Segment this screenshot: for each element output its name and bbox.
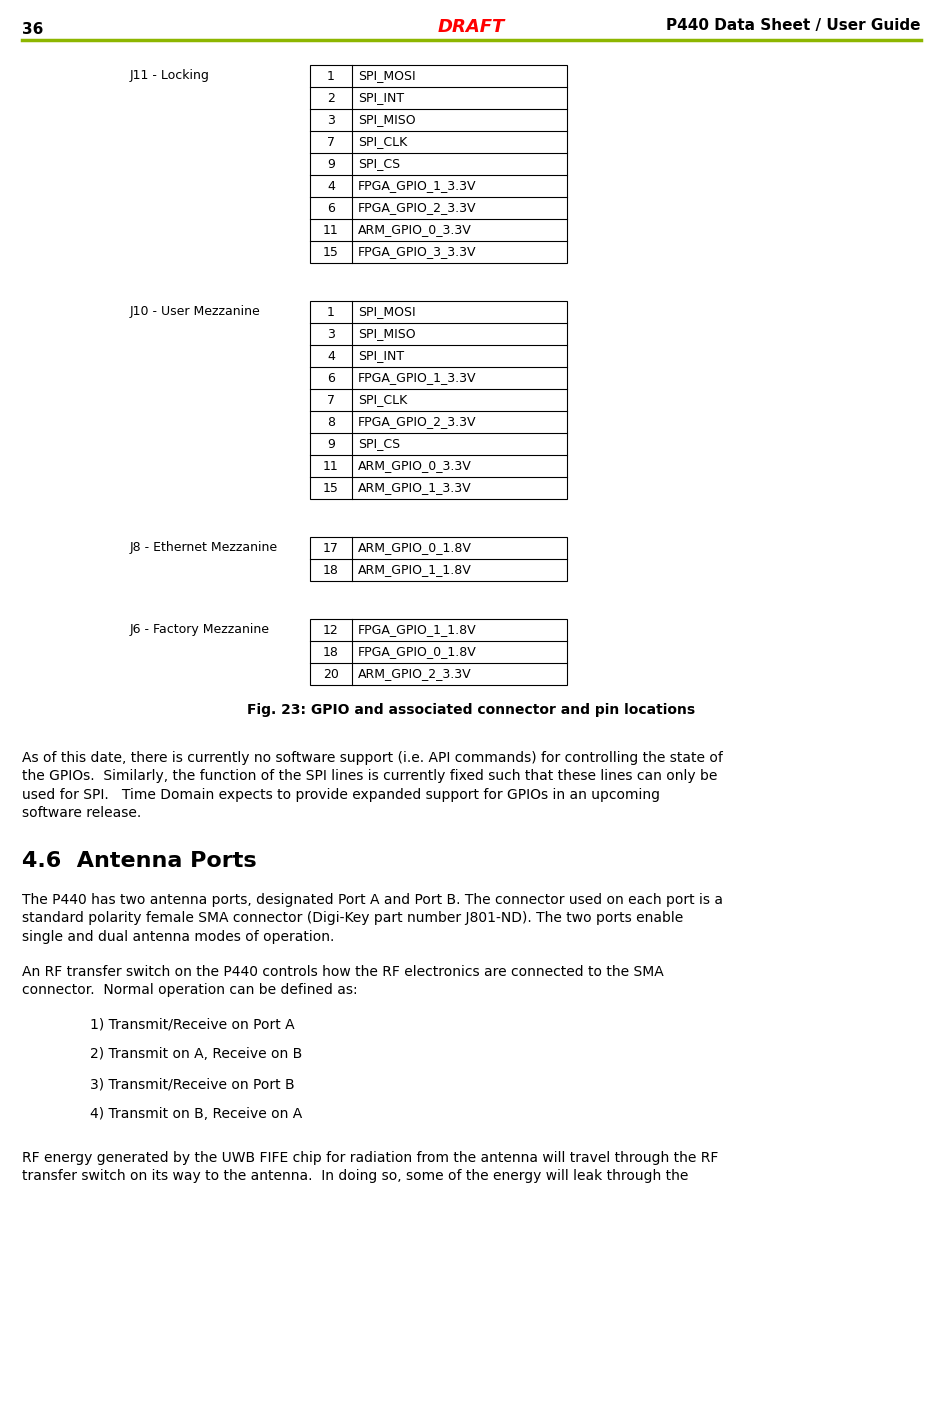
Text: SPI_CS: SPI_CS — [358, 157, 400, 170]
Text: FPGA_GPIO_2_3.3V: FPGA_GPIO_2_3.3V — [358, 201, 476, 215]
Bar — [310, 301, 567, 499]
Text: 3: 3 — [327, 327, 335, 340]
Text: 15: 15 — [323, 482, 339, 495]
Text: P440 Data Sheet / User Guide: P440 Data Sheet / User Guide — [667, 18, 921, 32]
Bar — [310, 65, 567, 263]
Text: SPI_MOSI: SPI_MOSI — [358, 305, 416, 319]
Text: 2: 2 — [327, 91, 335, 104]
Text: FPGA_GPIO_3_3.3V: FPGA_GPIO_3_3.3V — [358, 246, 476, 259]
Text: An RF transfer switch on the P440 controls how the RF electronics are connected : An RF transfer switch on the P440 contro… — [22, 965, 664, 998]
Text: As of this date, there is currently no software support (i.e. API commands) for : As of this date, there is currently no s… — [22, 752, 723, 821]
Text: 18: 18 — [323, 563, 339, 576]
Text: 6: 6 — [327, 371, 335, 385]
Text: 1: 1 — [327, 305, 335, 319]
Text: 7: 7 — [327, 393, 335, 406]
Text: ARM_GPIO_0_3.3V: ARM_GPIO_0_3.3V — [358, 223, 472, 236]
Text: 4.6  Antenna Ports: 4.6 Antenna Ports — [22, 851, 256, 871]
Text: 8: 8 — [327, 416, 335, 429]
Text: 18: 18 — [323, 645, 339, 659]
Text: 6: 6 — [327, 201, 335, 215]
Text: 11: 11 — [323, 459, 339, 472]
Text: 9: 9 — [327, 437, 335, 451]
Text: 4: 4 — [327, 350, 335, 362]
Text: SPI_CS: SPI_CS — [358, 437, 400, 451]
Text: 1: 1 — [327, 69, 335, 83]
Text: ARM_GPIO_1_3.3V: ARM_GPIO_1_3.3V — [358, 482, 472, 495]
Text: 15: 15 — [323, 246, 339, 259]
Text: SPI_INT: SPI_INT — [358, 350, 405, 362]
Text: 20: 20 — [323, 667, 339, 680]
Text: J11 - Locking: J11 - Locking — [130, 69, 210, 83]
Bar — [310, 537, 567, 582]
Text: SPI_INT: SPI_INT — [358, 91, 405, 104]
Text: FPGA_GPIO_1_3.3V: FPGA_GPIO_1_3.3V — [358, 371, 476, 385]
Text: 2) Transmit on A, Receive on B: 2) Transmit on A, Receive on B — [90, 1047, 303, 1061]
Text: FPGA_GPIO_2_3.3V: FPGA_GPIO_2_3.3V — [358, 416, 476, 429]
Text: The P440 has two antenna ports, designated Port A and Port B. The connector used: The P440 has two antenna ports, designat… — [22, 894, 723, 944]
Text: FPGA_GPIO_1_3.3V: FPGA_GPIO_1_3.3V — [358, 180, 476, 192]
Text: SPI_MISO: SPI_MISO — [358, 327, 416, 340]
Text: RF energy generated by the UWB FIFE chip for radiation from the antenna will tra: RF energy generated by the UWB FIFE chip… — [22, 1151, 719, 1183]
Text: 7: 7 — [327, 135, 335, 149]
Text: J6 - Factory Mezzanine: J6 - Factory Mezzanine — [130, 624, 270, 636]
Text: 36: 36 — [22, 22, 43, 37]
Text: FPGA_GPIO_1_1.8V: FPGA_GPIO_1_1.8V — [358, 624, 476, 636]
Text: DRAFT: DRAFT — [438, 18, 505, 37]
Text: ARM_GPIO_2_3.3V: ARM_GPIO_2_3.3V — [358, 667, 472, 680]
Text: FPGA_GPIO_0_1.8V: FPGA_GPIO_0_1.8V — [358, 645, 477, 659]
Text: SPI_CLK: SPI_CLK — [358, 135, 407, 149]
Text: 11: 11 — [323, 223, 339, 236]
Text: J8 - Ethernet Mezzanine: J8 - Ethernet Mezzanine — [130, 541, 278, 555]
Bar — [310, 620, 567, 686]
Text: 17: 17 — [323, 541, 339, 555]
Text: SPI_MISO: SPI_MISO — [358, 114, 416, 126]
Text: 3: 3 — [327, 114, 335, 126]
Text: 12: 12 — [323, 624, 339, 636]
Text: 3) Transmit/Receive on Port B: 3) Transmit/Receive on Port B — [90, 1078, 294, 1092]
Text: 9: 9 — [327, 157, 335, 170]
Text: 4) Transmit on B, Receive on A: 4) Transmit on B, Receive on A — [90, 1107, 303, 1121]
Text: 1) Transmit/Receive on Port A: 1) Transmit/Receive on Port A — [90, 1017, 294, 1031]
Text: SPI_MOSI: SPI_MOSI — [358, 69, 416, 83]
Text: SPI_CLK: SPI_CLK — [358, 393, 407, 406]
Text: ARM_GPIO_0_1.8V: ARM_GPIO_0_1.8V — [358, 541, 472, 555]
Text: 4: 4 — [327, 180, 335, 192]
Text: ARM_GPIO_1_1.8V: ARM_GPIO_1_1.8V — [358, 563, 472, 576]
Text: ARM_GPIO_0_3.3V: ARM_GPIO_0_3.3V — [358, 459, 472, 472]
Text: Fig. 23: GPIO and associated connector and pin locations: Fig. 23: GPIO and associated connector a… — [247, 702, 696, 717]
Text: J10 - User Mezzanine: J10 - User Mezzanine — [130, 305, 261, 319]
